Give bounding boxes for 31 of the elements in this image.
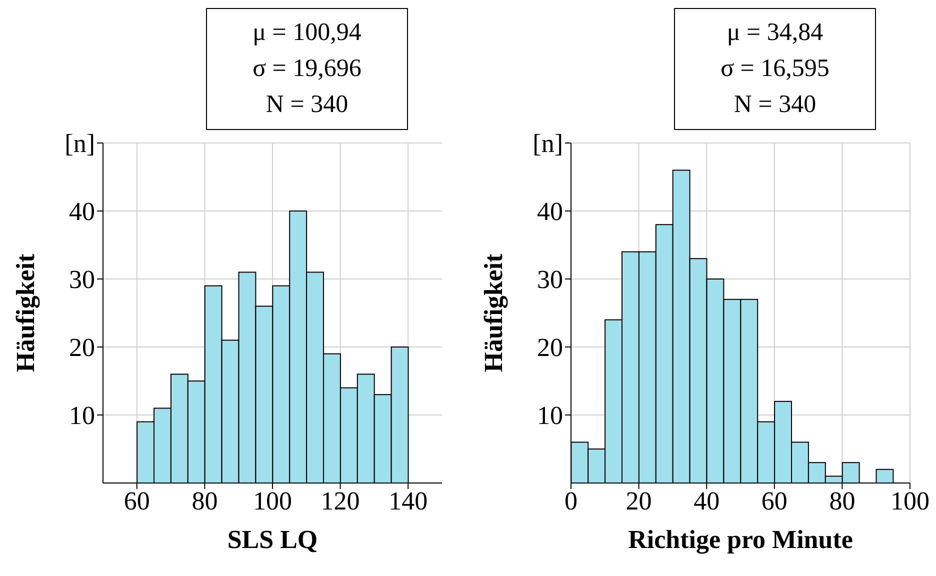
x-tick-label: 100: [253, 486, 292, 516]
x-tick-label: 20: [626, 486, 652, 516]
text: μ = 34,84: [726, 18, 824, 48]
x-tick-label: 60: [124, 486, 150, 516]
x-axis-title: SLS LQ: [226, 525, 319, 555]
text: N = 340: [732, 90, 818, 120]
x-tick-label: 120: [320, 486, 360, 516]
y-tick-label: 20: [69, 333, 95, 362]
y-tick-label: 10: [69, 401, 95, 430]
x-tick-label: 80: [829, 486, 856, 516]
x-tick-label: 100: [890, 486, 930, 516]
text: σ = 16,595: [720, 54, 830, 84]
x-tick-label: 40: [694, 486, 720, 516]
text: μ = 100,94: [252, 18, 362, 48]
y-tick-label: [n]: [532, 129, 563, 158]
y-tick-label: 30: [537, 265, 563, 294]
x-tick-label: 80: [192, 486, 218, 516]
text: N = 340: [264, 90, 350, 120]
x-tick-label: 0: [564, 486, 578, 516]
y-tick-label: [n]: [64, 129, 95, 158]
y-axis-title: Häufigkeit: [479, 253, 508, 372]
x-tick-label: 60: [761, 486, 788, 516]
y-tick-label: 30: [69, 265, 95, 294]
y-axis-title: Häufigkeit: [11, 253, 40, 372]
x-axis-title: Richtige pro Minute: [627, 525, 854, 555]
y-tick-label: 20: [537, 333, 563, 362]
x-tick-label: 140: [388, 486, 428, 516]
text: σ = 19,696: [252, 54, 362, 84]
y-tick-label: 40: [537, 197, 563, 226]
y-tick-label: 40: [69, 197, 95, 226]
y-tick-label: 10: [537, 401, 563, 430]
